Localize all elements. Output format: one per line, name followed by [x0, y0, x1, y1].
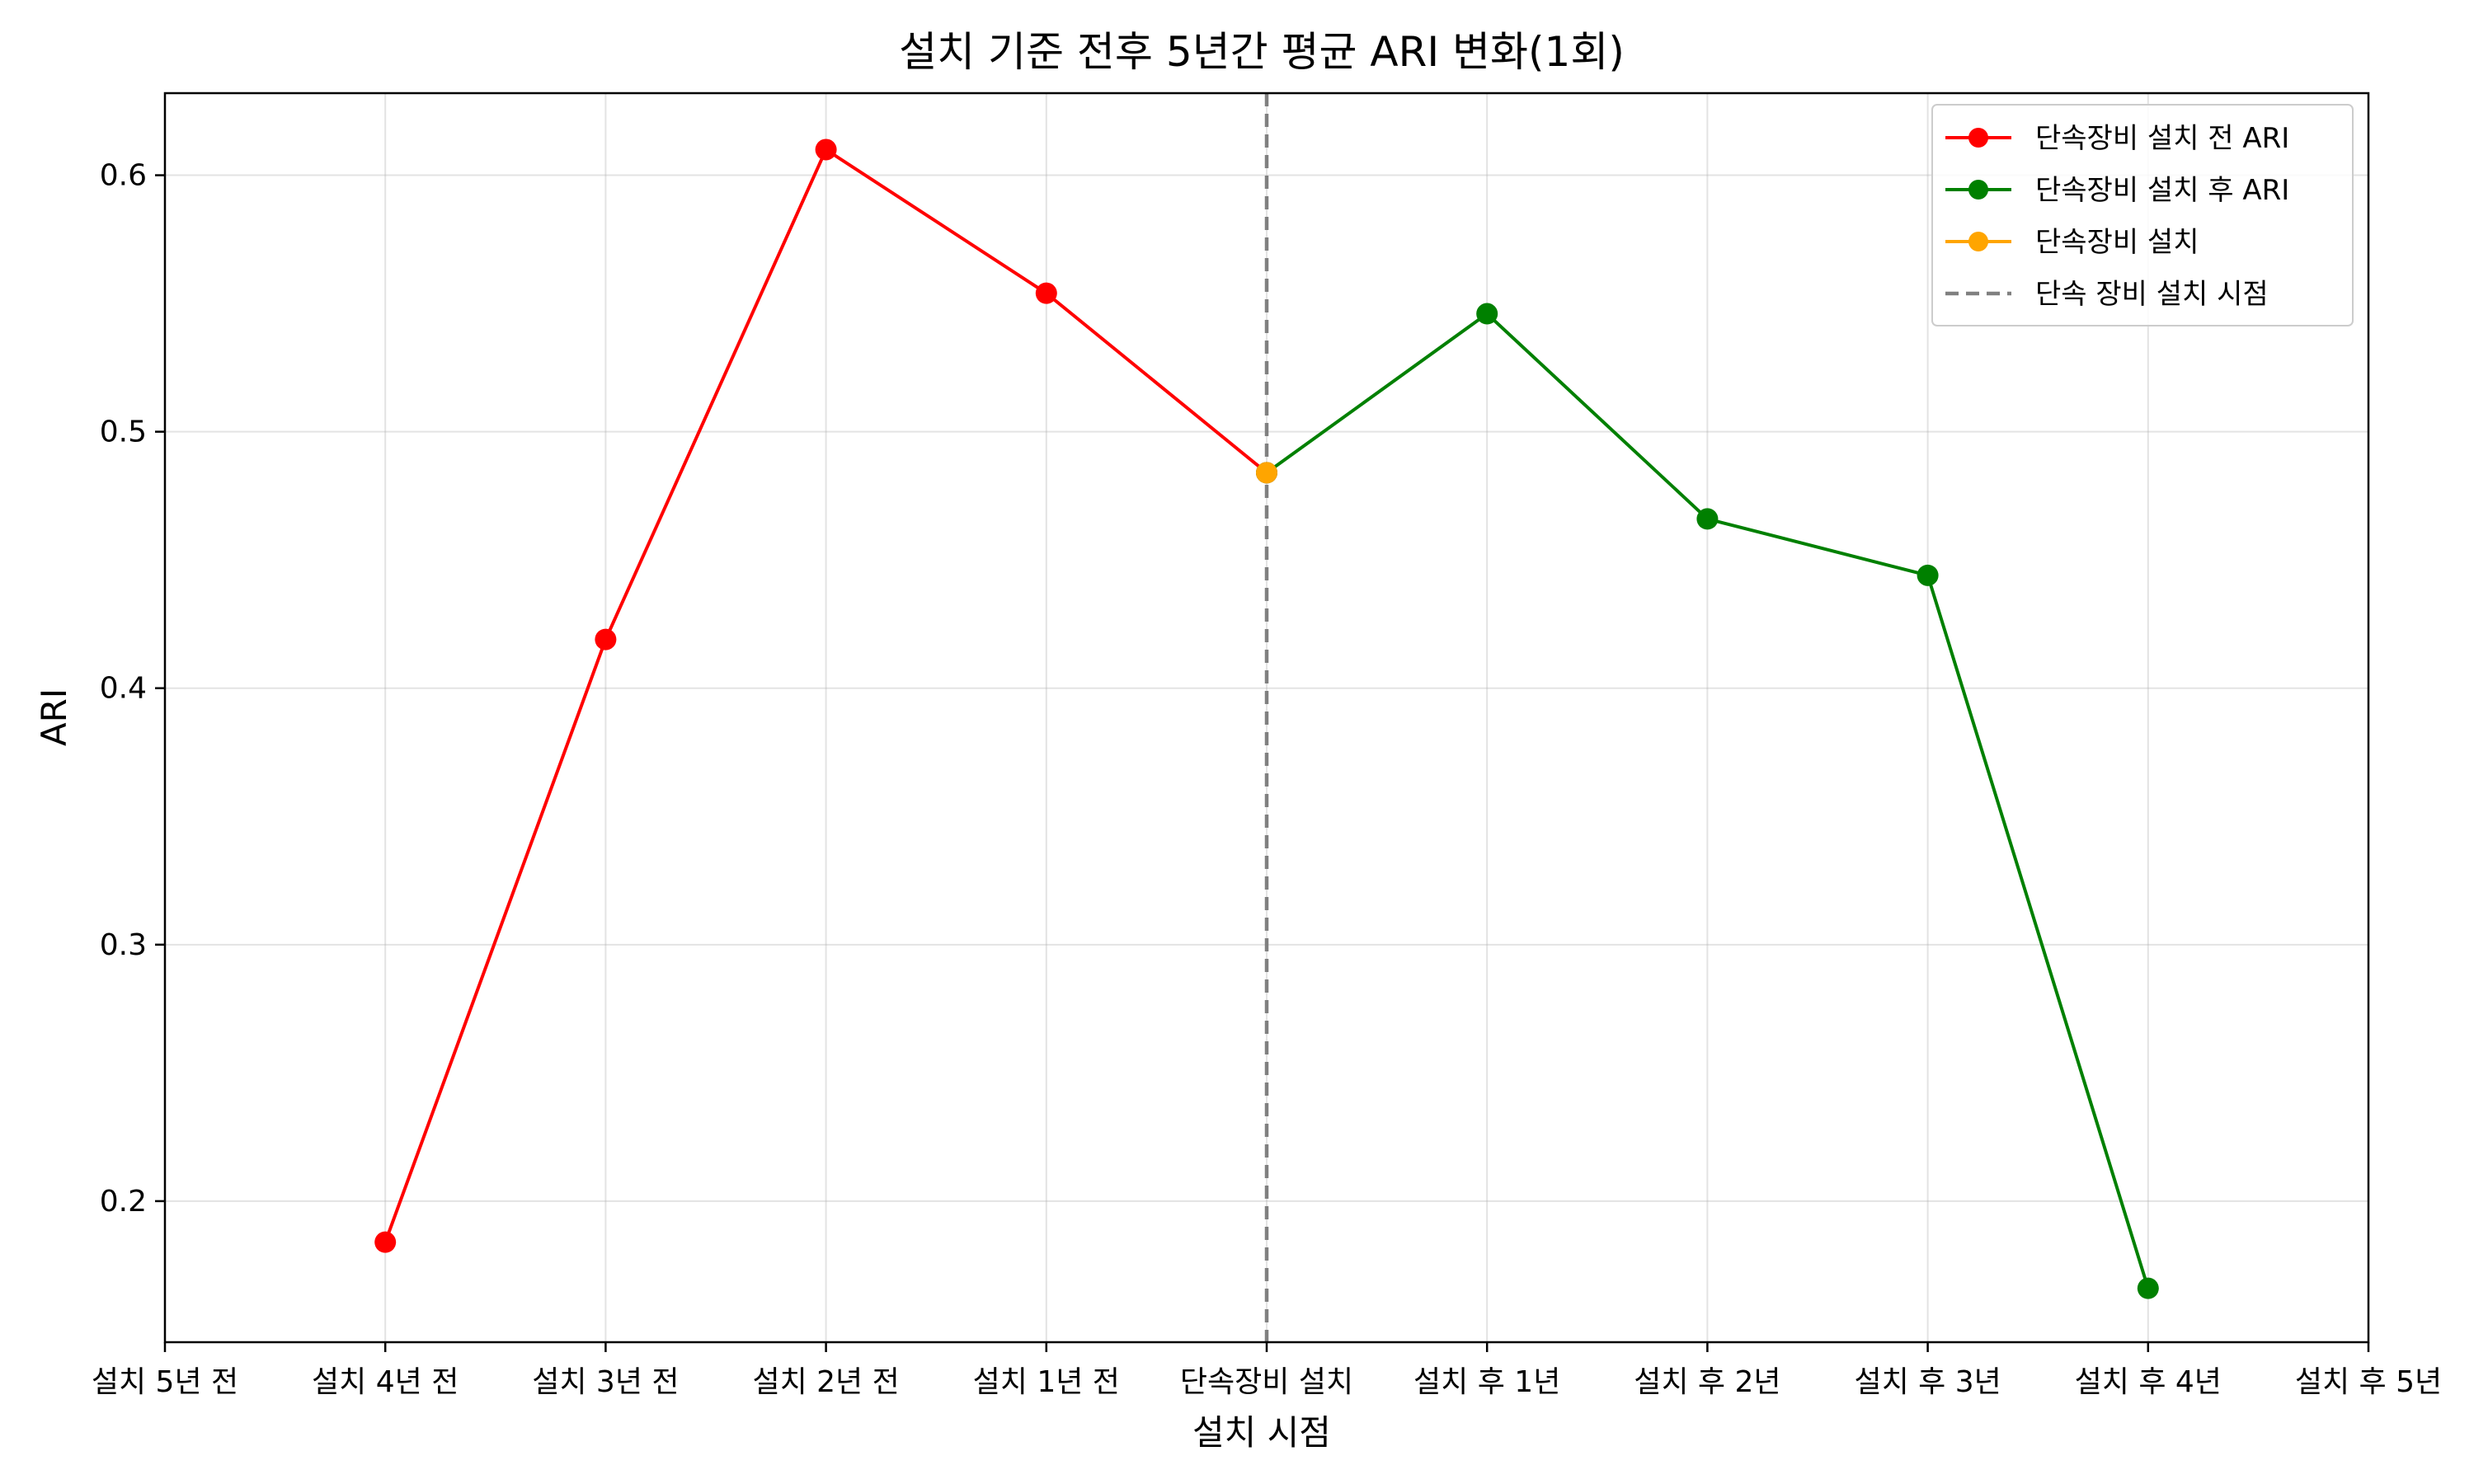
legend-entry: 단속장비 설치 전 ARI	[1945, 122, 2289, 155]
x-tick-label: 설치 2년 전	[752, 1365, 899, 1399]
x-tick-label: 설치 후 1년	[1413, 1365, 1560, 1399]
legend-swatch-marker	[1968, 128, 1988, 148]
series-group	[374, 139, 2159, 1299]
y-axis-ticks: 0.2 0.3 0.4 0.5 0.6	[100, 159, 165, 1219]
legend-swatch-marker	[1968, 232, 1988, 251]
y-tick-label: 0.2	[100, 1185, 147, 1219]
legend-label: 단속장비 설치 후 ARI	[2035, 174, 2289, 207]
x-tick-label: 설치 후 2년	[1634, 1365, 1780, 1399]
legend-entry: 단속 장비 설치 시점	[1945, 278, 2269, 311]
legend-entry: 단속장비 설치 후 ARI	[1945, 174, 2289, 207]
x-tick-label: 설치 후 3년	[1854, 1365, 2001, 1399]
legend-entry: 단속장비 설치	[1945, 226, 2199, 259]
y-tick-label: 0.4	[100, 672, 147, 706]
data-point	[1476, 303, 1498, 325]
data-point	[1696, 508, 1719, 530]
x-tick-label: 설치 3년 전	[532, 1365, 679, 1399]
y-axis-label: ARI	[34, 688, 74, 746]
x-tick-label: 설치 5년 전	[92, 1365, 238, 1399]
y-tick-label: 0.5	[100, 416, 147, 449]
legend-label: 단속 장비 설치 시점	[2035, 278, 2269, 311]
x-tick-label: 설치 1년 전	[973, 1365, 1120, 1399]
data-point	[815, 139, 837, 161]
y-tick-label: 0.3	[100, 928, 147, 962]
series-2	[1256, 462, 1277, 484]
x-tick-label: 설치 후 4년	[2075, 1365, 2222, 1399]
x-tick-label: 설치 후 5년	[2295, 1365, 2442, 1399]
legend-box	[1931, 104, 2354, 326]
x-axis-label: 설치 시점	[1192, 1412, 1331, 1453]
data-point	[1917, 564, 1939, 586]
data-point	[2137, 1277, 2159, 1299]
legend-swatch-marker	[1968, 180, 1988, 200]
x-axis-ticks: 설치 5년 전 설치 4년 전 설치 3년 전 설치 2년 전 설치 1년 전 단속장비 …	[92, 1342, 2442, 1399]
legend-label: 단속장비 설치 전 ARI	[2035, 122, 2289, 155]
data-point	[595, 628, 617, 650]
data-point	[1035, 282, 1057, 304]
y-tick-label: 0.6	[100, 159, 147, 193]
data-point	[374, 1231, 397, 1253]
chart-title: 설치 기준 전후 5년간 평균 ARI 변화(1회)	[899, 28, 1625, 76]
data-point	[1256, 462, 1277, 484]
x-tick-label: 단속장비 설치	[1180, 1365, 1353, 1399]
x-tick-label: 설치 4년 전	[312, 1365, 459, 1399]
legend-label: 단속장비 설치	[2035, 226, 2199, 259]
